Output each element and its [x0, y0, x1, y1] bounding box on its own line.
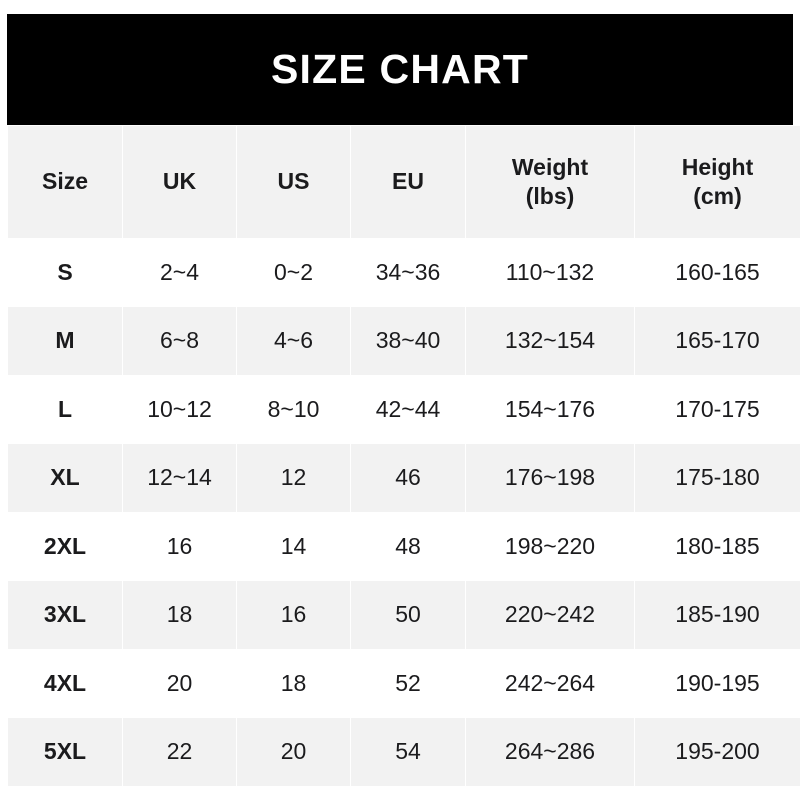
column-header-eu: EU [351, 126, 465, 238]
column-header-weight-line1: Weight [511, 153, 589, 180]
cell-uk: 2~4 [123, 238, 236, 307]
cell-uk: 20 [123, 649, 236, 718]
table-header: Size UK US EU Weight (lbs) Height (cm) [8, 126, 800, 238]
cell-size: M [8, 306, 122, 375]
column-header-size: Size [8, 126, 122, 238]
table-row: S 2~4 0~2 34~36 110~132 160-165 [8, 238, 800, 307]
cell-height: 170-175 [635, 375, 800, 444]
cell-height: 180-185 [635, 512, 800, 581]
cell-uk: 6~8 [123, 306, 236, 375]
cell-size: S [8, 238, 122, 307]
cell-us: 0~2 [237, 238, 350, 307]
table-body: S 2~4 0~2 34~36 110~132 160-165 M 6~8 4~… [8, 238, 800, 786]
table-row: L 10~12 8~10 42~44 154~176 170-175 [8, 375, 800, 444]
column-header-weight-line2: (lbs) [525, 183, 575, 209]
cell-weight: 198~220 [466, 512, 634, 581]
cell-eu: 34~36 [351, 238, 465, 307]
cell-size: 3XL [8, 580, 122, 649]
cell-height: 185-190 [635, 580, 800, 649]
cell-weight: 132~154 [466, 306, 634, 375]
table-row: XL 12~14 12 46 176~198 175-180 [8, 443, 800, 512]
column-header-size-line1: Size [41, 168, 89, 195]
table-row: 3XL 18 16 50 220~242 185-190 [8, 580, 800, 649]
column-header-us-line1: US [277, 168, 310, 195]
cell-eu: 52 [351, 649, 465, 718]
table-row: 4XL 20 18 52 242~264 190-195 [8, 649, 800, 718]
column-header-uk-line1: UK [162, 168, 197, 195]
cell-eu: 48 [351, 512, 465, 581]
column-header-height-line2: (cm) [693, 183, 742, 209]
cell-uk: 18 [123, 580, 236, 649]
cell-weight: 176~198 [466, 443, 634, 512]
table-header-row: Size UK US EU Weight (lbs) Height (cm) [8, 126, 800, 238]
column-header-eu-line1: EU [392, 168, 424, 195]
cell-eu: 50 [351, 580, 465, 649]
cell-size: 5XL [8, 717, 122, 786]
cell-eu: 42~44 [351, 375, 465, 444]
cell-us: 18 [237, 649, 350, 718]
cell-height: 175-180 [635, 443, 800, 512]
cell-eu: 46 [351, 443, 465, 512]
column-header-weight: Weight (lbs) [466, 126, 634, 238]
cell-us: 4~6 [237, 306, 350, 375]
column-header-height: Height (cm) [635, 126, 800, 238]
cell-weight: 110~132 [466, 238, 634, 307]
page-title: SIZE CHART [271, 46, 529, 92]
table-row: 2XL 16 14 48 198~220 180-185 [8, 512, 800, 581]
cell-us: 12 [237, 443, 350, 512]
table-row: M 6~8 4~6 38~40 132~154 165-170 [8, 306, 800, 375]
cell-uk: 22 [123, 717, 236, 786]
column-header-height-line1: Height [681, 153, 754, 180]
cell-size: 4XL [8, 649, 122, 718]
cell-height: 195-200 [635, 717, 800, 786]
cell-height: 160-165 [635, 238, 800, 307]
cell-us: 8~10 [237, 375, 350, 444]
cell-uk: 10~12 [123, 375, 236, 444]
cell-height: 165-170 [635, 306, 800, 375]
cell-weight: 264~286 [466, 717, 634, 786]
cell-us: 16 [237, 580, 350, 649]
cell-eu: 38~40 [351, 306, 465, 375]
cell-size: XL [8, 443, 122, 512]
cell-uk: 12~14 [123, 443, 236, 512]
size-chart-table: Size UK US EU Weight (lbs) Height (cm) [7, 126, 800, 786]
cell-us: 14 [237, 512, 350, 581]
table-row: 5XL 22 20 54 264~286 195-200 [8, 717, 800, 786]
cell-eu: 54 [351, 717, 465, 786]
cell-weight: 154~176 [466, 375, 634, 444]
cell-size: L [8, 375, 122, 444]
title-banner: SIZE CHART [7, 14, 793, 125]
cell-weight: 242~264 [466, 649, 634, 718]
column-header-us: US [237, 126, 350, 238]
cell-size: 2XL [8, 512, 122, 581]
cell-us: 20 [237, 717, 350, 786]
column-header-uk: UK [123, 126, 236, 238]
cell-uk: 16 [123, 512, 236, 581]
cell-height: 190-195 [635, 649, 800, 718]
cell-weight: 220~242 [466, 580, 634, 649]
